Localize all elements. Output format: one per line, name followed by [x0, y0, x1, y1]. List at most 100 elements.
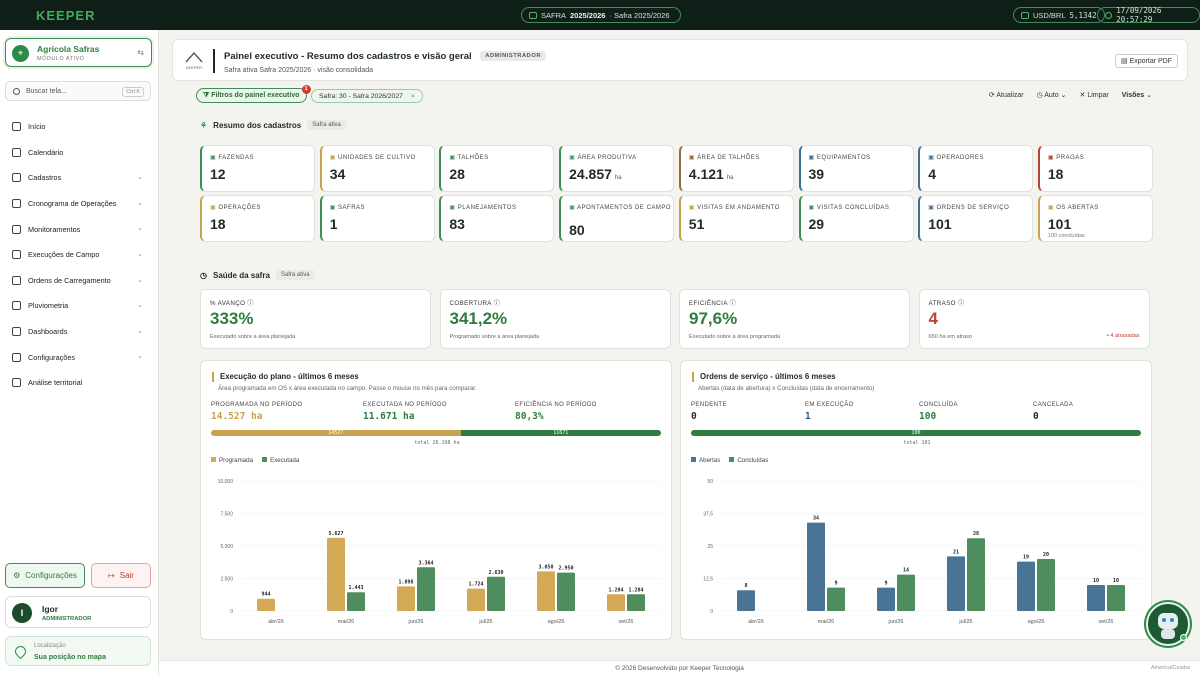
stat-value: 0 — [691, 411, 697, 422]
health-desc: Executado sobre a área programada — [689, 334, 781, 340]
page-subtitle: Safra ativa Safra 2025/2026 · visão cons… — [224, 67, 374, 74]
plan-bar-chart[interactable]: 10.000 7.500 5.000 2.500 0 abr/26 944 mai/26 5.6… — [201, 465, 673, 639]
nav-icon — [12, 352, 21, 362]
kpi-card[interactable]: ▣ PRAGAS 18 — [1037, 145, 1153, 192]
settings-button[interactable]: ⚙ Configurações — [5, 563, 85, 588]
kpi-value: 12 — [210, 166, 226, 182]
stat-label: EXECUTADA NO PERÍODO — [363, 402, 447, 408]
data-label: 10 — [1113, 578, 1119, 584]
refresh-label: Atualizar — [996, 92, 1024, 99]
info-icon[interactable]: ⓘ — [958, 300, 965, 307]
kpi-card[interactable]: ▣ OPERAÇÕES 18 — [200, 195, 315, 242]
info-icon[interactable]: ⓘ — [493, 300, 501, 307]
stat-label: CONCLUÍDA — [919, 402, 958, 408]
safra-selector[interactable]: SAFRA 2025/2026 · Safra 2025/2026 — [521, 7, 681, 23]
views-button[interactable]: Visões ⌄ — [1122, 91, 1152, 99]
y-tick-label: 2.500 — [220, 577, 233, 583]
location-button[interactable]: Localização Sua posição no mapa — [5, 636, 151, 666]
safra-filter-chip-label: Safra: 30 - Safra 2026/2027 — [319, 92, 403, 100]
search-shortcut: Ctrl K — [122, 87, 144, 97]
stat-value: 14.527 ha — [211, 411, 263, 422]
kpi-card[interactable]: ▣ APONTAMENTOS DE CAMPO 80 — [559, 195, 675, 242]
search-placeholder: Buscar tela... — [26, 88, 67, 95]
chevron-down-icon: ⌄ — [137, 250, 143, 258]
health-label: % AVANÇO ⓘ — [210, 300, 255, 307]
fx-label: USD/BRL — [1033, 10, 1066, 20]
orders-bar-concluida: 100 — [691, 430, 1141, 436]
kpi-card[interactable]: ▣ TALHÕES 28 — [439, 145, 555, 192]
sidebar-item-6[interactable]: Ordens de Carregamento ⌄ — [0, 268, 159, 294]
x-tick-label: jun/26 — [888, 619, 904, 625]
filters-toggle[interactable]: ⧩ Filtros do painel executivo 1 — [196, 85, 311, 103]
kpi-card[interactable]: ▣ OS ABERTAS 101 100 concluídas — [1037, 195, 1153, 242]
close-icon[interactable]: × — [410, 92, 415, 100]
plan-total: total 26.198 ha — [414, 440, 460, 446]
chevron-down-icon: ⌄ — [137, 225, 143, 233]
kpi-card[interactable]: ▣ ORDENS DE SERVIÇO 101 — [918, 195, 1034, 242]
sidebar-item-2[interactable]: Cadastros ⌄ — [0, 165, 159, 191]
period-stat: CONCLUÍDA 100 — [919, 402, 958, 422]
kpi-icon: ▣ — [569, 205, 578, 211]
info-icon[interactable]: ⓘ — [247, 300, 255, 307]
kpi-card[interactable]: ▣ ÁREA PRODUTIVA 24.857 ha — [559, 145, 675, 192]
logout-icon: ↦ — [108, 571, 115, 580]
kpi-card[interactable]: ▣ ÁREA DE TALHÕES 4.121 ha — [678, 145, 794, 192]
bar-executada — [347, 592, 365, 611]
kpi-card[interactable]: ▣ EQUIPAMENTOS 39 — [798, 145, 914, 192]
sidebar-item-1[interactable]: Calendário — [0, 140, 159, 166]
clock-icon: ◷ — [200, 270, 207, 280]
sidebar-item-4[interactable]: Monitoramentos ⌄ — [0, 216, 159, 242]
switch-icon[interactable]: ⇆ — [137, 48, 144, 57]
data-label: 1.284 — [608, 587, 623, 593]
assistant-bot-button[interactable] — [1146, 602, 1190, 646]
search-input[interactable]: Buscar tela... Ctrl K — [5, 81, 151, 101]
sidebar-item-3[interactable]: Cronograma de Operações ⌄ — [0, 191, 159, 217]
kpi-value: 29 — [808, 216, 825, 232]
kpi-label: ▣ UNIDADES DE CULTIVO — [329, 155, 416, 161]
info-icon[interactable]: ⓘ — [729, 300, 737, 307]
bar-programada — [397, 586, 415, 611]
orders-bar-chart[interactable]: 50 37,5 25 12,5 0 abr/26 8 mai/26 34 9 jun/26 9 14 ju… — [681, 465, 1153, 639]
sidebar-item-9[interactable]: Configurações ⌄ — [0, 344, 159, 370]
kpi-icon: ▣ — [569, 155, 578, 161]
clock-icon: ◷ — [1036, 92, 1045, 99]
online-indicator — [1180, 634, 1187, 641]
kpi-card[interactable]: ▣ SAFRAS 1 — [319, 195, 435, 242]
kpi-card[interactable]: ▣ PLANEJAMENTOS 83 — [439, 195, 555, 242]
x-tick-label: jul/26 — [478, 619, 492, 625]
kpi-icon: ▣ — [928, 205, 937, 211]
health-label: COBERTURA ⓘ — [449, 300, 501, 307]
kpi-footnote: 100 concluídas — [1047, 233, 1085, 239]
sidebar-item-label: Início — [28, 122, 46, 132]
refresh-button[interactable]: ⟳ Atualizar — [989, 91, 1024, 99]
location-pin-icon: ⌖ — [12, 45, 29, 62]
auto-refresh-button[interactable]: ◷ Auto ⌄ — [1037, 91, 1067, 99]
kpi-value: 1 — [329, 216, 338, 232]
kpi-value: 101 — [1047, 216, 1072, 232]
farm-selector[interactable]: ⌖ Agrícola Safras MÓDULO ATIVO ⇆ — [5, 38, 152, 67]
x-tick-label: abr/26 — [748, 619, 764, 625]
clear-button[interactable]: ✕ Limpar — [1080, 91, 1109, 99]
user-card[interactable]: I Igor ADMINISTRADOR — [5, 596, 151, 628]
sidebar-item-5[interactable]: Execuções de Campo ⌄ — [0, 242, 159, 268]
safra-filter-chip[interactable]: Safra: 30 - Safra 2026/2027 × — [311, 89, 423, 103]
chevron-down-icon: ⌄ — [137, 199, 143, 207]
export-pdf-button[interactable]: ▤ Exportar PDF — [1115, 54, 1178, 68]
x-tick-label: mai/26 — [338, 619, 355, 625]
kpi-card[interactable]: ▣ VISITAS CONCLUÍDAS 29 — [798, 195, 914, 242]
kpi-card[interactable]: ▣ FAZENDAS 12 — [200, 145, 315, 192]
kpi-card[interactable]: ▣ UNIDADES DE CULTIVO 34 — [319, 145, 435, 192]
sidebar-item-8[interactable]: Dashboards ⌄ — [0, 319, 159, 345]
sidebar-item-10[interactable]: Análise territorial — [0, 370, 159, 396]
plan-panel-subtitle: Área programada em OS x área executada n… — [218, 385, 477, 392]
stat-value: 100 — [919, 411, 937, 422]
sidebar-item-7[interactable]: Pluviometria ⌄ — [0, 293, 159, 319]
kpi-icon: ▣ — [688, 155, 698, 161]
kpi-card[interactable]: ▣ OPERADORES 4 — [918, 145, 1034, 192]
sidebar-item-0[interactable]: Início — [0, 114, 159, 140]
brand-logo[interactable]: KEEPER — [36, 8, 96, 23]
chevron-down-icon: ⌄ — [137, 174, 143, 182]
health-value: 333% — [210, 309, 254, 328]
kpi-card[interactable]: ▣ VISITAS EM ANDAMENTO 51 — [678, 195, 794, 242]
logout-button[interactable]: ↦ Sair — [91, 563, 151, 588]
